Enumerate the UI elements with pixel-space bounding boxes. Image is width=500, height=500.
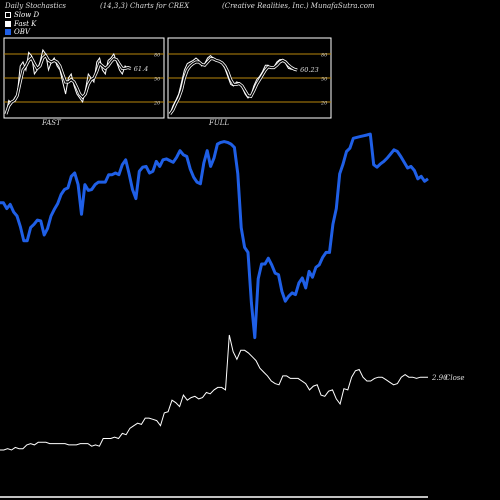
full-panel-title: FULL bbox=[209, 119, 230, 127]
legend-label-obv: OBV bbox=[14, 28, 30, 37]
obv-swatch bbox=[5, 29, 11, 36]
full-series-1-line bbox=[169, 58, 298, 115]
fast-k-swatch bbox=[5, 20, 11, 27]
full-tick-label: 50 bbox=[321, 77, 328, 83]
legend-item-fast-k: Fast K bbox=[5, 20, 39, 29]
price-line bbox=[0, 334, 428, 451]
obv-line bbox=[0, 132, 429, 340]
full-last-value-label: 60.23 bbox=[300, 66, 319, 74]
full-tick-label: 20 bbox=[320, 101, 328, 107]
legend-item-slow-d: Slow D bbox=[5, 11, 39, 20]
fast-panel-title: FAST bbox=[42, 119, 61, 127]
full-series-0-line bbox=[169, 54, 298, 115]
full-stochastic-panel: 80 50 20 60.23 bbox=[167, 37, 332, 119]
fast-stochastic-panel: 80 50 20 61.4 bbox=[3, 37, 165, 119]
full-tick-label: 80 bbox=[321, 53, 328, 59]
legend-item-obv: OBV bbox=[5, 28, 39, 37]
fast-tick-label: 50 bbox=[154, 77, 161, 83]
fast-series-1-line bbox=[5, 54, 131, 115]
fast-tick-label: 20 bbox=[153, 101, 161, 107]
legend-label-fast-k: Fast K bbox=[14, 19, 37, 28]
fast-tick-label: 80 bbox=[154, 53, 161, 59]
legend: Slow D Fast K OBV bbox=[5, 11, 39, 37]
price-suffix-label: Close bbox=[445, 374, 465, 382]
chart-title: Daily Stochastics bbox=[5, 2, 67, 10]
legend-label-slow-d: Slow D bbox=[14, 11, 40, 19]
slow-d-swatch bbox=[5, 12, 11, 19]
company-name: (Creative Realities, Inc.) MunafaSutra.c… bbox=[222, 2, 375, 10]
fast-last-value-label: 61.4 bbox=[134, 65, 148, 73]
chart-subtitle: (14,3,3) Charts for CREX bbox=[100, 2, 190, 10]
price-value-label: 2.90 bbox=[431, 374, 448, 382]
